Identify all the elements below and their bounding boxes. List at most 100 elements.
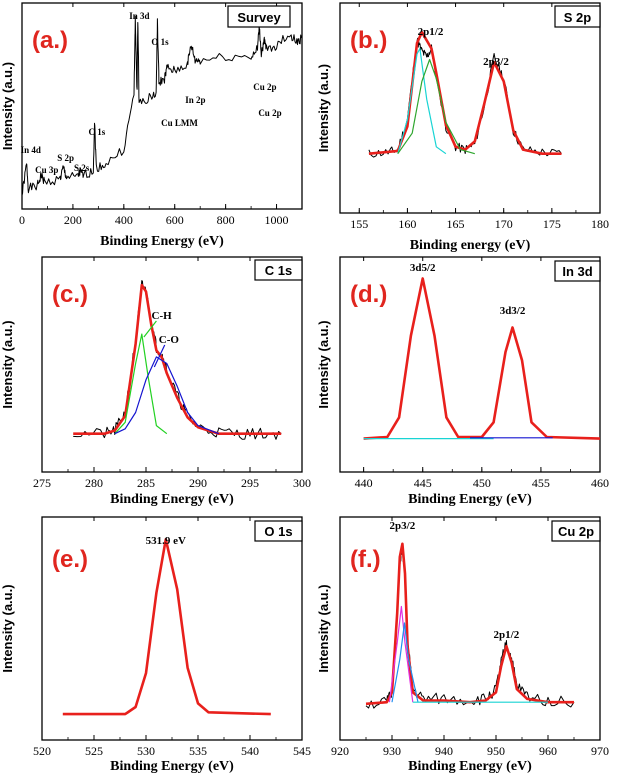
y-axis-label: Intensity (a.u.) <box>316 320 331 408</box>
annotation-label: 2p1/2 <box>494 629 520 641</box>
series-component-magenta <box>388 605 414 703</box>
y-axis-label: Intensity (a.u.) <box>0 320 15 408</box>
panel-c: 275 280 285 290 295 300 C 1s (c.) Binding Energy… <box>0 256 311 507</box>
panel-e: 520 525 530 535 540 545 O 1s (e.) Binding Energy… <box>0 516 311 774</box>
x-tick-label: 400 <box>115 213 133 227</box>
annotation-label: In 3d <box>129 11 149 21</box>
series-fit <box>365 542 574 706</box>
x-tick-label: 440 <box>355 476 373 490</box>
x-tick-label: 545 <box>293 744 311 758</box>
series-C-O <box>114 356 220 435</box>
x-tick-label: 535 <box>189 744 207 758</box>
x-tick-label: 280 <box>85 476 103 490</box>
x-tick-label: 300 <box>293 476 311 490</box>
plot-frame <box>339 256 601 473</box>
x-tick-label: 1000 <box>265 213 289 227</box>
title-box <box>554 5 601 28</box>
x-tick-label: 445 <box>414 476 432 490</box>
annotation-label: C-H <box>152 310 173 322</box>
panel-label: (a.) <box>32 27 68 54</box>
panel-label: (e.) <box>52 546 88 573</box>
series-experimental <box>368 37 562 158</box>
x-tick-label: 285 <box>137 476 155 490</box>
series-fit <box>363 277 601 440</box>
annotation-label: 2p3/2 <box>483 56 509 68</box>
x-tick-label: 165 <box>447 217 465 231</box>
panel-label: (d.) <box>350 281 387 308</box>
annotation-label: In 2p <box>185 95 205 105</box>
panel-f: 920 930 940 950 960 970 Cu 2p (f.) Binding Energ… <box>316 516 609 774</box>
title-box <box>551 520 601 542</box>
annotation-label: 531.9 eV <box>146 535 186 547</box>
annotation-label: 2p3/2 <box>390 520 416 532</box>
annotation-label: S 2p <box>57 153 74 163</box>
series-fit <box>368 30 562 155</box>
title-box <box>227 5 291 28</box>
plot-frame <box>21 2 303 210</box>
title-box <box>554 260 601 282</box>
x-tick-label: 295 <box>241 476 259 490</box>
x-tick-label: 275 <box>33 476 51 490</box>
panel-d: 440 445 450 455 460 In 3d (d.) Binding Energy (… <box>316 256 609 507</box>
chart-title: O 1s <box>264 524 292 539</box>
x-tick-label: 460 <box>591 476 609 490</box>
x-tick-label: 290 <box>189 476 207 490</box>
x-tick-label: 530 <box>137 744 155 758</box>
chart-title: Survey <box>237 10 281 25</box>
y-axis-label: Intensity (a.u.) <box>316 584 331 672</box>
series-experimental <box>73 280 282 440</box>
x-tick-label: 600 <box>166 213 184 227</box>
x-tick-label: 540 <box>241 744 259 758</box>
x-axis-label: Binding Energy (eV) <box>110 759 234 774</box>
panel-b: 155 160 165 170 175 180 S 2p (b.) Binding energy… <box>316 2 609 253</box>
x-tick-label: 940 <box>435 744 453 758</box>
x-tick-label: 950 <box>487 744 505 758</box>
x-tick-label: 160 <box>398 217 416 231</box>
annotation-label: C-O <box>159 334 180 346</box>
annotation-label: Cu LMM <box>161 118 198 128</box>
series-C-H <box>114 333 168 435</box>
chart-title: C 1s <box>265 263 292 278</box>
x-tick-label: 0 <box>19 213 25 227</box>
x-tick-label: 170 <box>495 217 513 231</box>
x-axis-label: Binding energy (eV) <box>410 238 531 253</box>
x-tick-label: 960 <box>539 744 557 758</box>
x-tick-label: 520 <box>33 744 51 758</box>
chart-title: S 2p <box>564 10 592 25</box>
series-component-2 <box>397 58 475 155</box>
annotation-label: 2p1/2 <box>418 26 444 38</box>
x-tick-label: 920 <box>331 744 349 758</box>
series-fit <box>62 538 271 716</box>
series-component-1 <box>397 48 447 155</box>
plot-frame <box>339 2 601 214</box>
panel-label: (f.) <box>350 546 381 573</box>
x-tick-label: 155 <box>350 217 368 231</box>
x-tick-label: 450 <box>473 476 491 490</box>
x-axis-label: Binding Energy (eV) <box>110 492 234 507</box>
y-axis-label: Intensity (a.u.) <box>0 62 15 150</box>
x-tick-label: 525 <box>85 744 103 758</box>
annotation-label: Cu 3p <box>35 165 58 175</box>
x-axis-label: Binding Energy (eV) <box>100 234 224 249</box>
series-component-blue <box>391 622 419 703</box>
panel-label: (b.) <box>350 27 387 54</box>
annotation-label: C 1s <box>89 127 106 137</box>
x-axis-label: Binding Energy (eV) <box>408 759 532 774</box>
x-tick-label: 175 <box>543 217 561 231</box>
x-tick-label: 200 <box>64 213 82 227</box>
annotation-label: 3d5/2 <box>410 262 436 274</box>
series-fit <box>73 283 282 435</box>
x-tick-label: 180 <box>591 217 609 231</box>
annotation-label: Cu 2p <box>253 82 276 92</box>
title-box <box>254 259 303 281</box>
y-axis-label: Intensity (a.u.) <box>316 64 331 152</box>
x-tick-label: 455 <box>532 476 550 490</box>
arrow-c-o <box>153 344 166 368</box>
annotation-label: S 2s <box>74 163 90 173</box>
x-tick-label: 970 <box>591 744 609 758</box>
annotation-label: Cu 2p <box>258 108 281 118</box>
panel-a: 0 200 400 600 800 1000 Survey (a.) Binding Energ… <box>0 2 303 249</box>
series-survey <box>21 15 303 196</box>
x-axis-label: Binding Energy (eV) <box>408 492 532 507</box>
